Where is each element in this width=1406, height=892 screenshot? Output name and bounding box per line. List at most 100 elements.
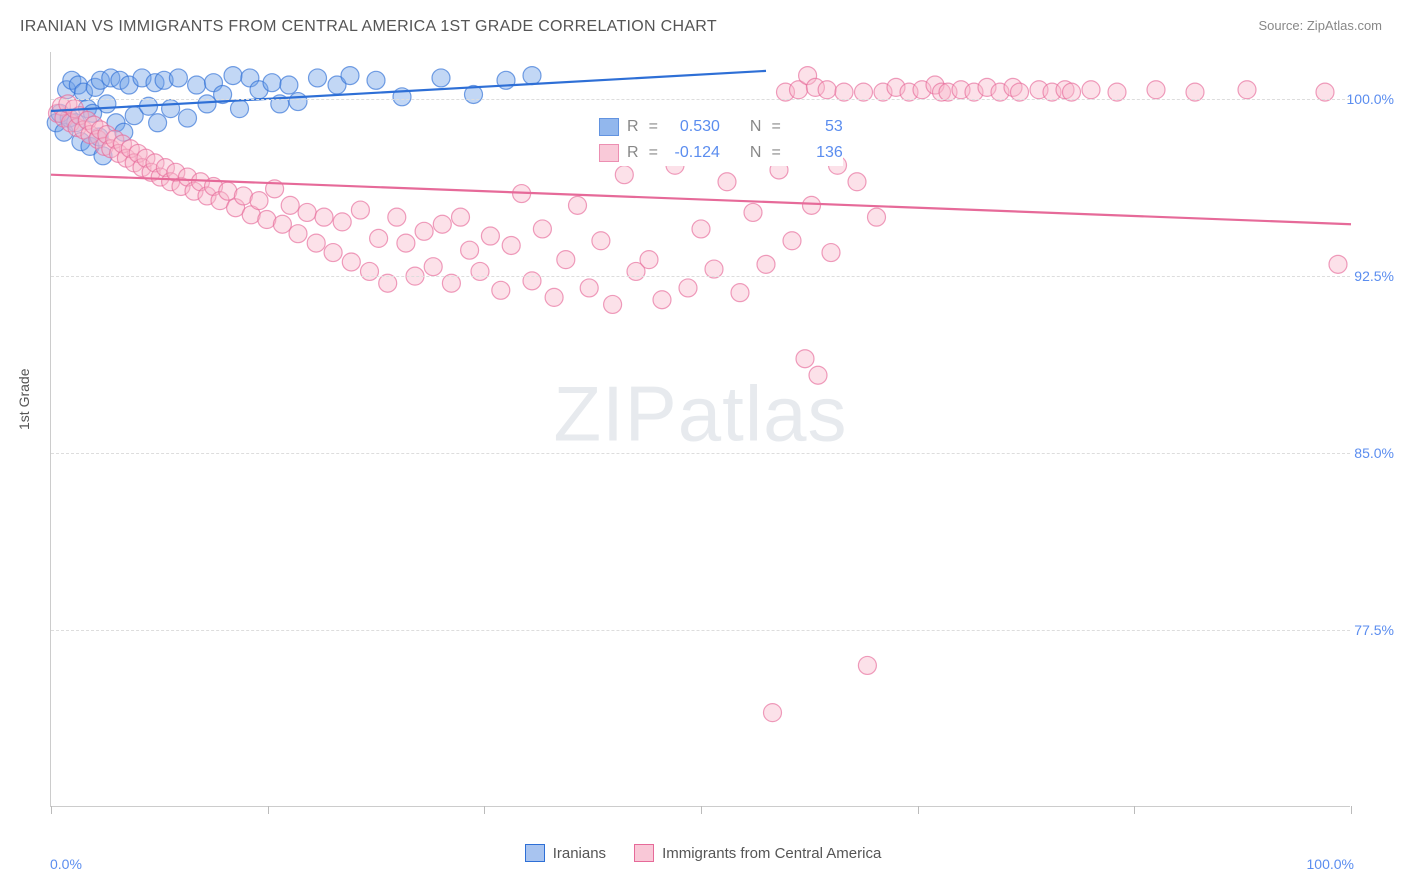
data-point	[569, 196, 587, 214]
data-point	[764, 704, 782, 722]
legend-n-value: 53	[791, 118, 843, 136]
data-point	[281, 196, 299, 214]
x-tick	[918, 806, 919, 814]
data-point	[1238, 81, 1256, 99]
data-point	[523, 67, 541, 85]
legend-row: R = 0.530 N = 53	[599, 114, 843, 140]
data-point	[545, 288, 563, 306]
data-point	[298, 203, 316, 221]
data-point	[424, 258, 442, 276]
data-point	[818, 81, 836, 99]
data-point	[433, 215, 451, 233]
y-axis-label: 1st Grade	[16, 369, 32, 430]
legend-eq: =	[771, 118, 780, 136]
data-point	[188, 76, 206, 94]
data-point	[250, 192, 268, 210]
data-point	[492, 281, 510, 299]
data-point	[757, 255, 775, 273]
data-point	[307, 234, 325, 252]
x-tick-label: 0.0%	[50, 856, 82, 872]
data-point	[324, 244, 342, 262]
data-point	[848, 173, 866, 191]
legend-label: Iranians	[553, 845, 606, 862]
data-point	[557, 251, 575, 269]
data-point	[604, 295, 622, 313]
data-point	[98, 95, 116, 113]
y-tick-label: 100.0%	[1347, 91, 1394, 107]
data-point	[149, 114, 167, 132]
data-point	[868, 208, 886, 226]
data-point	[315, 208, 333, 226]
data-point	[351, 201, 369, 219]
legend-eq: =	[771, 144, 780, 162]
data-point	[592, 232, 610, 250]
legend-row: R=-0.124N=136	[599, 140, 843, 166]
data-point	[783, 232, 801, 250]
y-tick-label: 77.5%	[1354, 622, 1394, 638]
data-point	[198, 95, 216, 113]
gridline-h	[51, 453, 1350, 454]
data-point	[263, 74, 281, 92]
data-point	[796, 350, 814, 368]
data-point	[231, 100, 249, 118]
gridline-h	[51, 630, 1350, 631]
chart-container: IRANIAN VS IMMIGRANTS FROM CENTRAL AMERI…	[0, 0, 1406, 892]
data-point	[289, 225, 307, 243]
data-point	[1082, 81, 1100, 99]
data-point	[273, 215, 291, 233]
gridline-h	[51, 276, 1350, 277]
legend-eq: =	[649, 118, 658, 136]
legend-swatch	[599, 144, 619, 162]
data-point	[169, 69, 187, 87]
x-tick	[701, 806, 702, 814]
plot-area: ZIPatlas R=0.530N=53R=-0.124N=136	[50, 52, 1350, 807]
data-point	[224, 67, 242, 85]
legend-correlation: R = 0.530 N = 53R = -0.124 N = 136	[599, 114, 843, 166]
y-tick-label: 85.0%	[1354, 445, 1394, 461]
data-point	[1329, 255, 1347, 273]
legend-r-value: 0.530	[668, 118, 720, 136]
data-point	[502, 236, 520, 254]
data-point	[615, 166, 633, 184]
data-point	[744, 203, 762, 221]
data-point	[333, 213, 351, 231]
data-point	[397, 234, 415, 252]
x-tick	[1134, 806, 1135, 814]
chart-title: IRANIAN VS IMMIGRANTS FROM CENTRAL AMERI…	[20, 18, 717, 36]
legend-eq: =	[649, 144, 658, 162]
legend-swatch	[634, 844, 654, 862]
data-point	[481, 227, 499, 245]
data-point	[471, 262, 489, 280]
data-point	[533, 220, 551, 238]
legend-n-value: 136	[791, 144, 843, 162]
data-point	[822, 244, 840, 262]
data-point	[692, 220, 710, 238]
data-point	[289, 93, 307, 111]
data-point	[580, 279, 598, 297]
data-point	[640, 251, 658, 269]
x-tick-label: 100.0%	[1307, 856, 1354, 872]
legend-label: Immigrants from Central America	[662, 845, 881, 862]
y-tick-label: 92.5%	[1354, 268, 1394, 284]
data-point	[653, 291, 671, 309]
data-point	[432, 69, 450, 87]
data-point	[731, 284, 749, 302]
legend-r-label: R	[627, 118, 639, 136]
data-point	[367, 71, 385, 89]
data-point	[452, 208, 470, 226]
legend-swatch	[525, 844, 545, 862]
x-tick	[51, 806, 52, 814]
data-point	[370, 229, 388, 247]
x-tick	[268, 806, 269, 814]
data-point	[1147, 81, 1165, 99]
source-label: Source: ZipAtlas.com	[1258, 18, 1382, 33]
data-point	[341, 67, 359, 85]
data-point	[718, 173, 736, 191]
legend-r-value: -0.124	[668, 144, 720, 162]
data-point	[803, 196, 821, 214]
legend-bottom: Iranians Immigrants from Central America	[0, 844, 1406, 862]
legend-n-label: N	[750, 118, 762, 136]
data-point	[280, 76, 298, 94]
data-point	[679, 279, 697, 297]
data-point	[179, 109, 197, 127]
